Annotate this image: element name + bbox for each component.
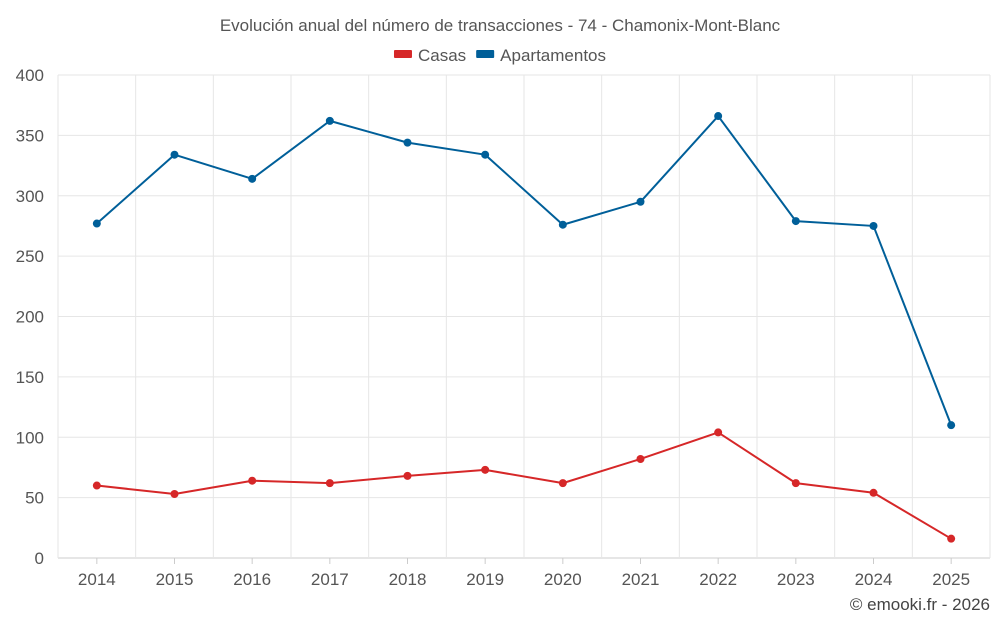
legend-swatch bbox=[476, 50, 495, 58]
x-tick-label: 2022 bbox=[699, 570, 737, 589]
y-tick-label: 50 bbox=[25, 489, 44, 508]
y-tick-label: 200 bbox=[16, 308, 44, 327]
y-tick-label: 150 bbox=[16, 368, 44, 387]
data-point[interactable] bbox=[636, 454, 645, 463]
data-point[interactable] bbox=[791, 479, 800, 488]
y-tick-label: 100 bbox=[16, 428, 44, 447]
x-tick-label: 2014 bbox=[78, 570, 116, 589]
data-point[interactable] bbox=[325, 116, 334, 125]
data-point[interactable] bbox=[791, 217, 800, 226]
y-tick-label: 300 bbox=[16, 187, 44, 206]
chart-title: Evolución anual del número de transaccio… bbox=[220, 16, 781, 35]
data-point[interactable] bbox=[558, 220, 567, 229]
legend-label: Apartamentos bbox=[500, 46, 606, 65]
grid bbox=[57, 74, 991, 559]
data-point[interactable] bbox=[92, 219, 101, 228]
y-axis: 0 50 100 150 200 250 300 350 400 bbox=[16, 66, 44, 568]
x-tick-label: 2025 bbox=[932, 570, 970, 589]
data-point[interactable] bbox=[325, 479, 334, 488]
data-point[interactable] bbox=[248, 174, 257, 183]
credit-text: © emooki.fr - 2026 bbox=[850, 595, 990, 614]
x-tick-label: 2019 bbox=[466, 570, 504, 589]
x-tick-label: 2016 bbox=[233, 570, 271, 589]
y-tick-label: 350 bbox=[16, 126, 44, 145]
legend-swatch bbox=[393, 50, 412, 58]
data-point[interactable] bbox=[92, 481, 101, 490]
y-tick-label: 0 bbox=[35, 549, 44, 568]
legend-item-apartamentos[interactable]: Apartamentos bbox=[476, 46, 606, 65]
data-point[interactable] bbox=[869, 221, 878, 230]
data-point[interactable] bbox=[481, 465, 490, 474]
legend-item-casas[interactable]: Casas bbox=[393, 46, 466, 65]
series-layer bbox=[92, 112, 956, 543]
series-line-apartamentos bbox=[96, 115, 953, 426]
data-point[interactable] bbox=[481, 150, 490, 159]
series-line-casas bbox=[96, 431, 952, 540]
x-tick-label: 2015 bbox=[156, 570, 194, 589]
data-point[interactable] bbox=[248, 476, 257, 485]
data-point[interactable] bbox=[714, 112, 723, 121]
legend: Casas Apartamentos bbox=[393, 46, 606, 65]
x-tick-label: 2024 bbox=[855, 570, 893, 589]
x-tick-label: 2021 bbox=[622, 570, 660, 589]
series-apartamentos bbox=[92, 112, 956, 430]
data-point[interactable] bbox=[636, 197, 645, 206]
series-casas bbox=[92, 428, 956, 543]
x-axis: 2014 2015 2016 2017 2018 2019 2020 2021 2022 2023… bbox=[78, 558, 970, 589]
data-point[interactable] bbox=[170, 490, 179, 499]
data-point[interactable] bbox=[947, 534, 956, 543]
x-tick-label: 2017 bbox=[311, 570, 349, 589]
data-point[interactable] bbox=[403, 471, 412, 480]
legend-label: Casas bbox=[418, 46, 466, 65]
data-point[interactable] bbox=[403, 138, 412, 147]
data-point[interactable] bbox=[714, 428, 723, 437]
data-point[interactable] bbox=[170, 150, 179, 159]
x-tick-label: 2023 bbox=[777, 570, 815, 589]
data-point[interactable] bbox=[558, 479, 567, 488]
y-tick-label: 400 bbox=[16, 66, 44, 85]
x-tick-label: 2020 bbox=[544, 570, 582, 589]
data-point[interactable] bbox=[869, 488, 878, 497]
x-tick-label: 2018 bbox=[389, 570, 427, 589]
data-point[interactable] bbox=[947, 421, 956, 430]
y-tick-label: 250 bbox=[16, 247, 44, 266]
